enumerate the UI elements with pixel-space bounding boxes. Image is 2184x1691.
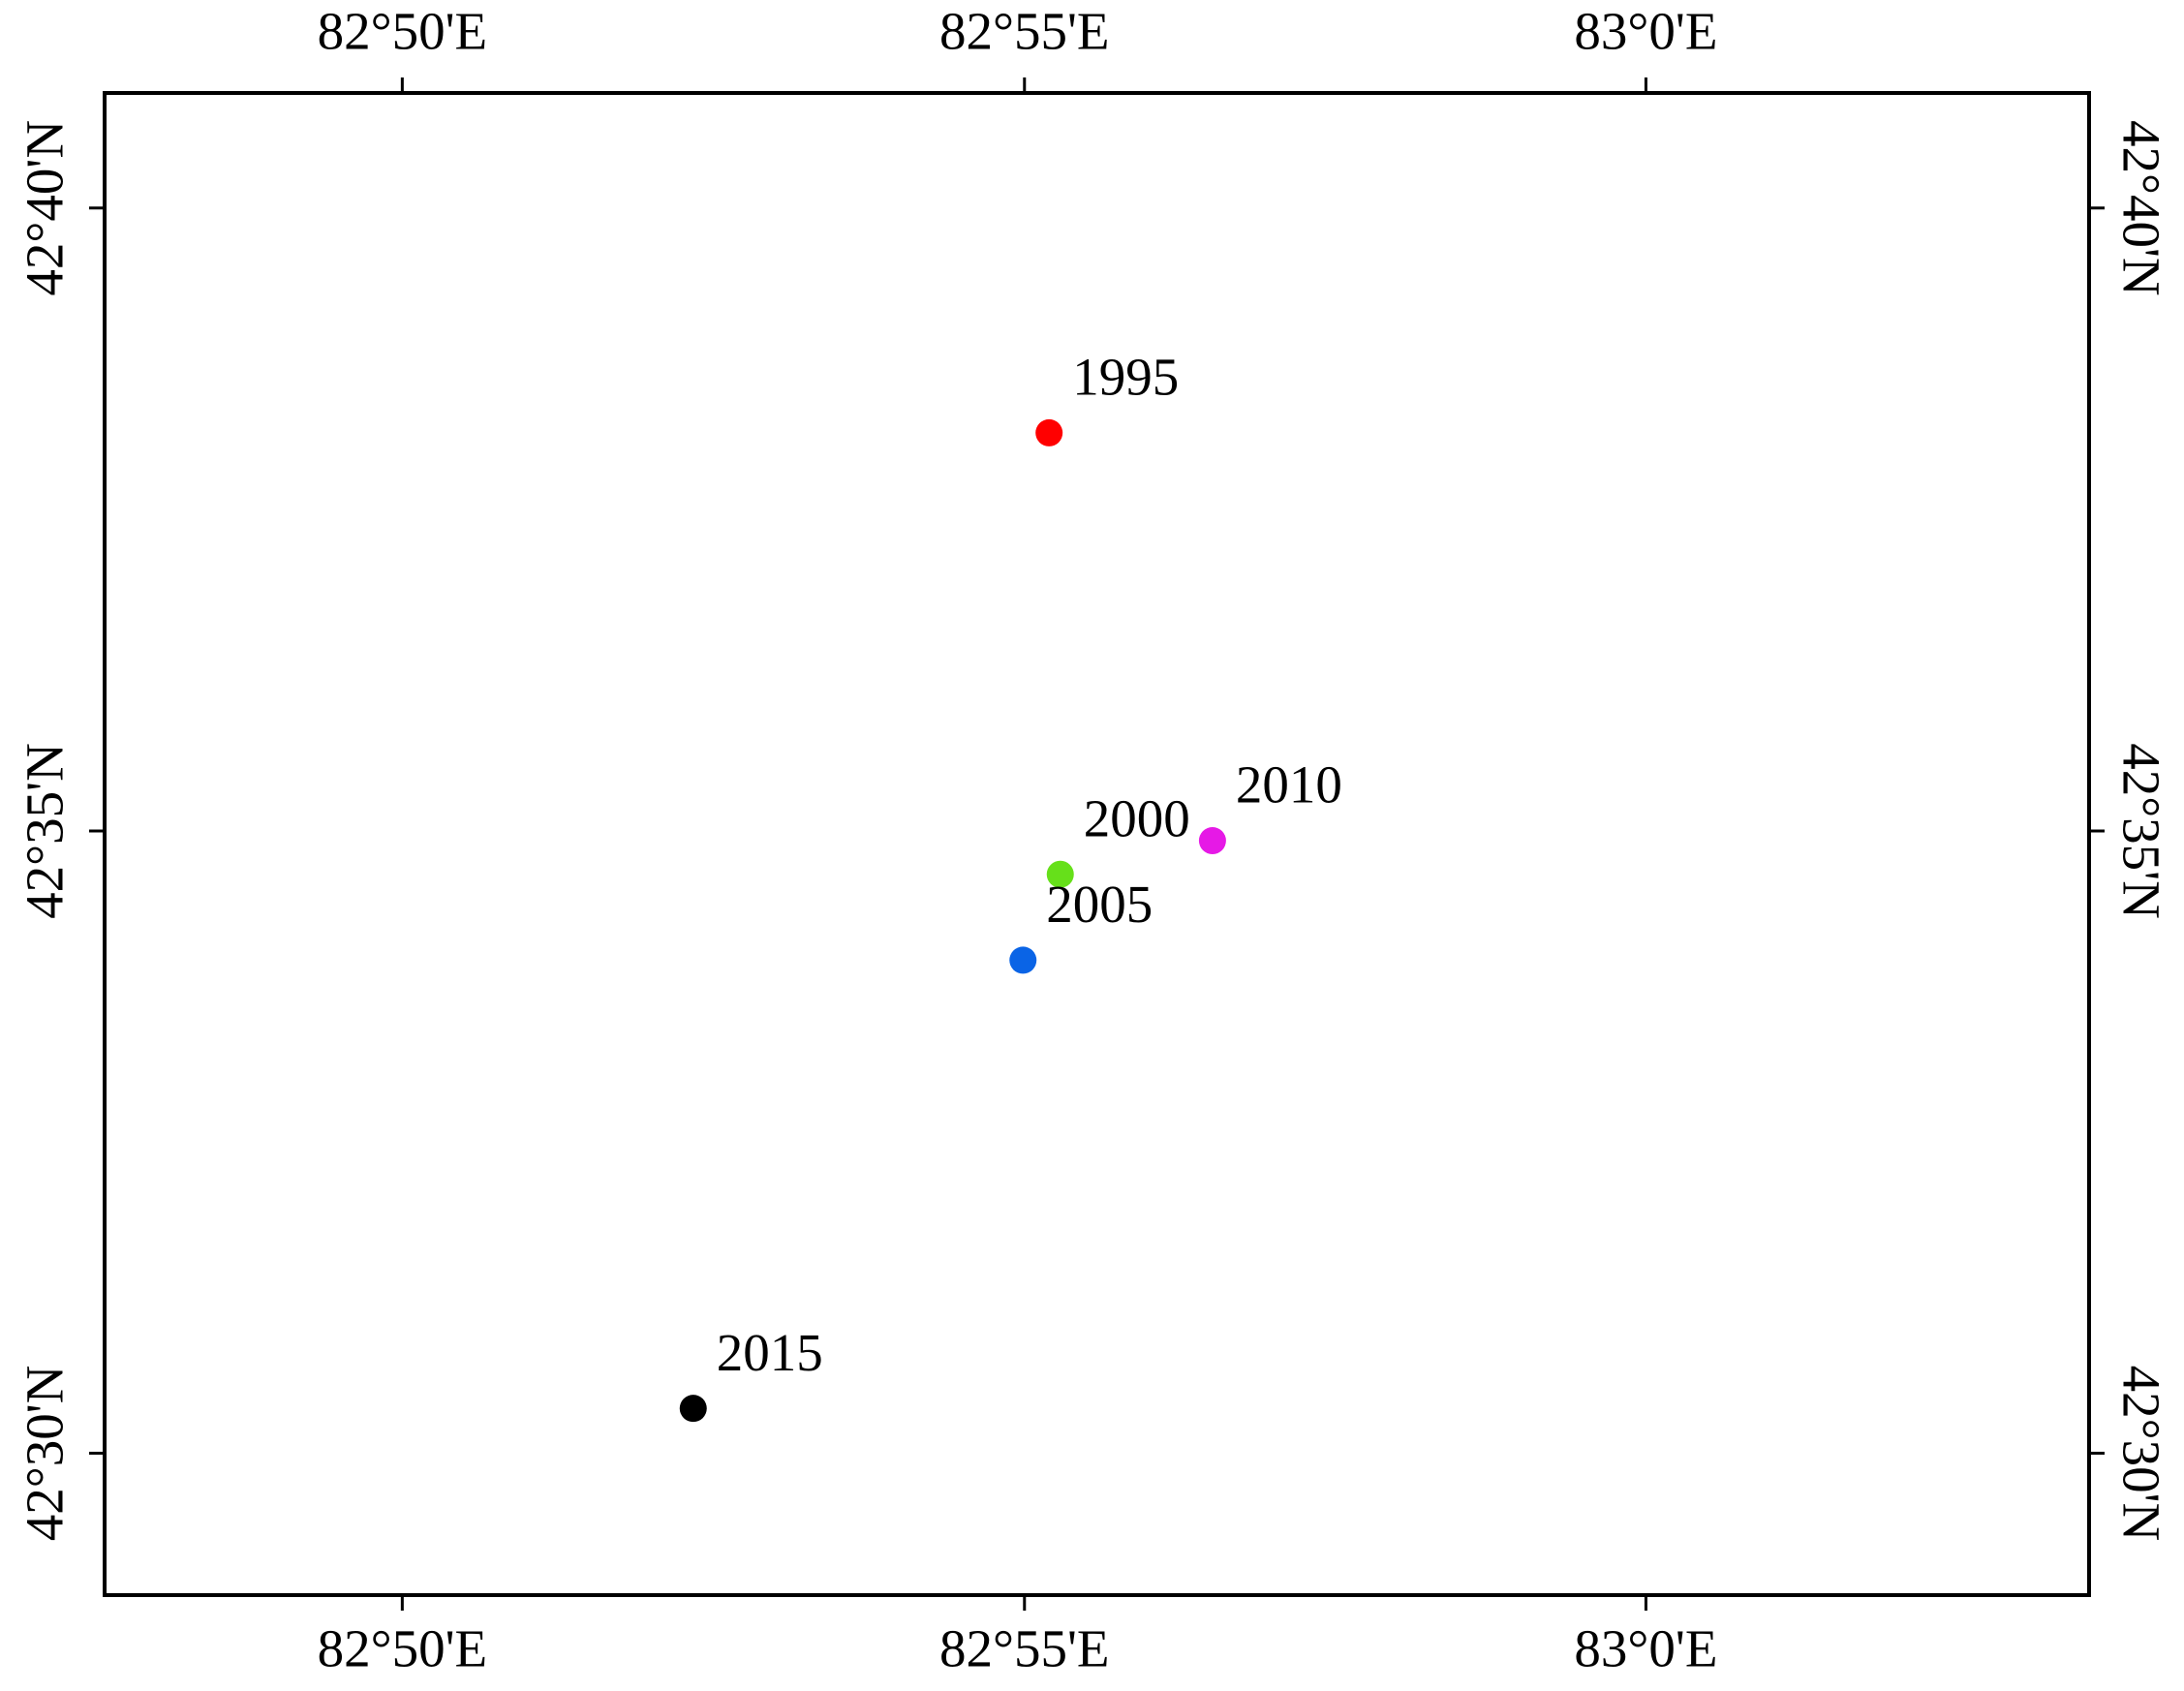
map-frame	[103, 91, 2091, 1597]
x-tick-label: 82°55'E	[939, 1619, 1110, 1678]
y-tick-label: 42°30'N	[2111, 1366, 2170, 1542]
x-tick-label: 83°0'E	[1574, 1619, 1717, 1678]
x-tick-label: 82°50'E	[318, 1619, 488, 1678]
point	[1035, 418, 1063, 446]
point	[679, 1395, 707, 1423]
point-label: 2010	[1236, 755, 1342, 815]
x-tick-label: 83°0'E	[1574, 2, 1717, 61]
point	[1198, 827, 1226, 855]
y-tick-label: 42°30'N	[15, 1366, 75, 1542]
y-tick-label: 42°40'N	[2111, 120, 2170, 296]
point-label: 2005	[1046, 875, 1153, 934]
y-tick-label: 42°35'N	[2111, 743, 2170, 919]
point-label: 1995	[1072, 348, 1179, 407]
point	[1046, 860, 1074, 888]
y-tick-label: 42°35'N	[15, 743, 75, 919]
x-tick-label: 82°55'E	[939, 2, 1110, 61]
y-tick-label: 42°40'N	[15, 120, 75, 296]
point	[1009, 946, 1037, 974]
point-label: 2015	[717, 1323, 823, 1382]
point-label: 2000	[1084, 788, 1190, 847]
x-tick-label: 82°50'E	[318, 2, 488, 61]
